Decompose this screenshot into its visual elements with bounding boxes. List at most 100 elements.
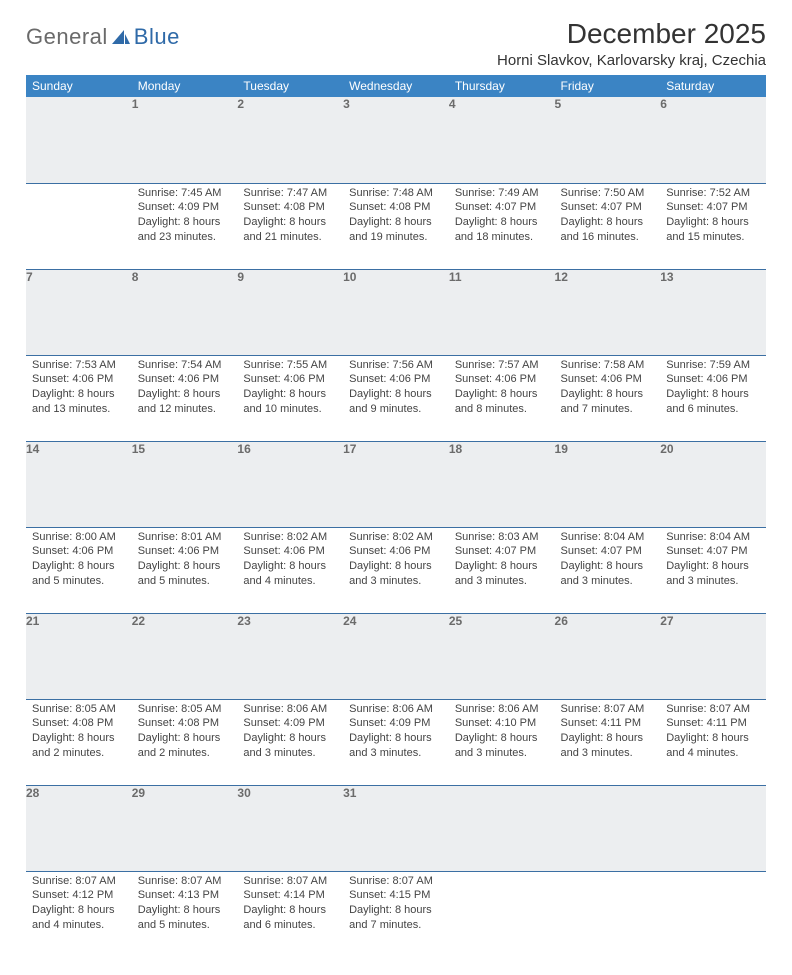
sunset-line: Sunset: 4:06 PM <box>243 372 337 387</box>
day-number: 8 <box>132 269 238 355</box>
weekday-header: Saturday <box>660 75 766 97</box>
day-cell <box>26 183 132 269</box>
sunrise-line: Sunrise: 7:55 AM <box>243 358 337 373</box>
daylight-line: Daylight: 8 hours and 3 minutes. <box>349 731 443 761</box>
day-cell: Sunrise: 8:02 AMSunset: 4:06 PMDaylight:… <box>343 527 449 613</box>
logo-text-general: General <box>26 24 108 50</box>
detail-row: Sunrise: 8:07 AMSunset: 4:12 PMDaylight:… <box>26 871 766 957</box>
day-number: 4 <box>449 97 555 183</box>
daylight-line: Daylight: 8 hours and 19 minutes. <box>349 215 443 245</box>
day-cell: Sunrise: 7:53 AMSunset: 4:06 PMDaylight:… <box>26 355 132 441</box>
sunset-line: Sunset: 4:15 PM <box>349 888 443 903</box>
weekday-header: Sunday <box>26 75 132 97</box>
day-cell: Sunrise: 7:54 AMSunset: 4:06 PMDaylight:… <box>132 355 238 441</box>
day-number <box>26 97 132 183</box>
day-number: 27 <box>660 613 766 699</box>
sunset-line: Sunset: 4:06 PM <box>32 372 126 387</box>
daylight-line: Daylight: 8 hours and 2 minutes. <box>138 731 232 761</box>
sunrise-line: Sunrise: 7:50 AM <box>561 186 655 201</box>
day-cell: Sunrise: 7:55 AMSunset: 4:06 PMDaylight:… <box>237 355 343 441</box>
day-cell: Sunrise: 8:06 AMSunset: 4:10 PMDaylight:… <box>449 699 555 785</box>
daylight-line: Daylight: 8 hours and 15 minutes. <box>666 215 760 245</box>
daylight-line: Daylight: 8 hours and 18 minutes. <box>455 215 549 245</box>
day-number: 17 <box>343 441 449 527</box>
daylight-line: Daylight: 8 hours and 7 minutes. <box>349 903 443 933</box>
sunset-line: Sunset: 4:09 PM <box>138 200 232 215</box>
day-number: 29 <box>132 785 238 871</box>
sunset-line: Sunset: 4:11 PM <box>666 716 760 731</box>
day-cell: Sunrise: 8:06 AMSunset: 4:09 PMDaylight:… <box>237 699 343 785</box>
day-number: 19 <box>555 441 661 527</box>
sunset-line: Sunset: 4:06 PM <box>561 372 655 387</box>
daylight-line: Daylight: 8 hours and 3 minutes. <box>666 559 760 589</box>
daynum-row: 78910111213 <box>26 269 766 355</box>
daynum-row: 123456 <box>26 97 766 183</box>
day-number: 2 <box>237 97 343 183</box>
daylight-line: Daylight: 8 hours and 5 minutes. <box>32 559 126 589</box>
day-number: 25 <box>449 613 555 699</box>
daylight-line: Daylight: 8 hours and 3 minutes. <box>561 731 655 761</box>
daylight-line: Daylight: 8 hours and 12 minutes. <box>138 387 232 417</box>
daylight-line: Daylight: 8 hours and 3 minutes. <box>455 731 549 761</box>
day-number: 20 <box>660 441 766 527</box>
day-cell: Sunrise: 8:04 AMSunset: 4:07 PMDaylight:… <box>660 527 766 613</box>
day-cell: Sunrise: 8:04 AMSunset: 4:07 PMDaylight:… <box>555 527 661 613</box>
day-cell: Sunrise: 8:05 AMSunset: 4:08 PMDaylight:… <box>26 699 132 785</box>
weekday-header: Friday <box>555 75 661 97</box>
sunrise-line: Sunrise: 8:06 AM <box>349 702 443 717</box>
sunset-line: Sunset: 4:11 PM <box>561 716 655 731</box>
sunset-line: Sunset: 4:07 PM <box>455 200 549 215</box>
daylight-line: Daylight: 8 hours and 3 minutes. <box>243 731 337 761</box>
day-number: 26 <box>555 613 661 699</box>
day-cell: Sunrise: 8:02 AMSunset: 4:06 PMDaylight:… <box>237 527 343 613</box>
sunrise-line: Sunrise: 8:06 AM <box>455 702 549 717</box>
weekday-header-row: SundayMondayTuesdayWednesdayThursdayFrid… <box>26 75 766 97</box>
day-cell <box>660 871 766 957</box>
sunset-line: Sunset: 4:07 PM <box>561 200 655 215</box>
detail-row: Sunrise: 8:05 AMSunset: 4:08 PMDaylight:… <box>26 699 766 785</box>
day-cell <box>449 871 555 957</box>
sunrise-line: Sunrise: 8:07 AM <box>243 874 337 889</box>
day-number: 3 <box>343 97 449 183</box>
sunrise-line: Sunrise: 7:49 AM <box>455 186 549 201</box>
day-cell <box>555 871 661 957</box>
sunset-line: Sunset: 4:10 PM <box>455 716 549 731</box>
sunrise-line: Sunrise: 8:05 AM <box>32 702 126 717</box>
sunrise-line: Sunrise: 7:59 AM <box>666 358 760 373</box>
daylight-line: Daylight: 8 hours and 4 minutes. <box>32 903 126 933</box>
sunrise-line: Sunrise: 7:57 AM <box>455 358 549 373</box>
day-cell: Sunrise: 8:03 AMSunset: 4:07 PMDaylight:… <box>449 527 555 613</box>
day-number: 30 <box>237 785 343 871</box>
sunrise-line: Sunrise: 8:07 AM <box>138 874 232 889</box>
day-cell: Sunrise: 7:56 AMSunset: 4:06 PMDaylight:… <box>343 355 449 441</box>
sunset-line: Sunset: 4:09 PM <box>349 716 443 731</box>
sunset-line: Sunset: 4:06 PM <box>138 372 232 387</box>
weekday-header: Tuesday <box>237 75 343 97</box>
day-number <box>449 785 555 871</box>
sunset-line: Sunset: 4:06 PM <box>243 544 337 559</box>
daylight-line: Daylight: 8 hours and 4 minutes. <box>666 731 760 761</box>
daylight-line: Daylight: 8 hours and 3 minutes. <box>349 559 443 589</box>
sunset-line: Sunset: 4:07 PM <box>455 544 549 559</box>
day-cell: Sunrise: 8:07 AMSunset: 4:14 PMDaylight:… <box>237 871 343 957</box>
weekday-header: Thursday <box>449 75 555 97</box>
day-number: 28 <box>26 785 132 871</box>
day-number: 7 <box>26 269 132 355</box>
sunrise-line: Sunrise: 8:01 AM <box>138 530 232 545</box>
day-number: 22 <box>132 613 238 699</box>
day-cell: Sunrise: 7:45 AMSunset: 4:09 PMDaylight:… <box>132 183 238 269</box>
daylight-line: Daylight: 8 hours and 2 minutes. <box>32 731 126 761</box>
sunset-line: Sunset: 4:09 PM <box>243 716 337 731</box>
sunrise-line: Sunrise: 8:07 AM <box>561 702 655 717</box>
location: Horni Slavkov, Karlovarsky kraj, Czechia <box>497 52 766 69</box>
day-number: 24 <box>343 613 449 699</box>
sunrise-line: Sunrise: 8:06 AM <box>243 702 337 717</box>
day-cell: Sunrise: 8:01 AMSunset: 4:06 PMDaylight:… <box>132 527 238 613</box>
day-cell: Sunrise: 8:00 AMSunset: 4:06 PMDaylight:… <box>26 527 132 613</box>
detail-row: Sunrise: 7:45 AMSunset: 4:09 PMDaylight:… <box>26 183 766 269</box>
day-number: 12 <box>555 269 661 355</box>
daylight-line: Daylight: 8 hours and 5 minutes. <box>138 903 232 933</box>
day-cell: Sunrise: 7:49 AMSunset: 4:07 PMDaylight:… <box>449 183 555 269</box>
day-number: 14 <box>26 441 132 527</box>
sunrise-line: Sunrise: 8:07 AM <box>349 874 443 889</box>
